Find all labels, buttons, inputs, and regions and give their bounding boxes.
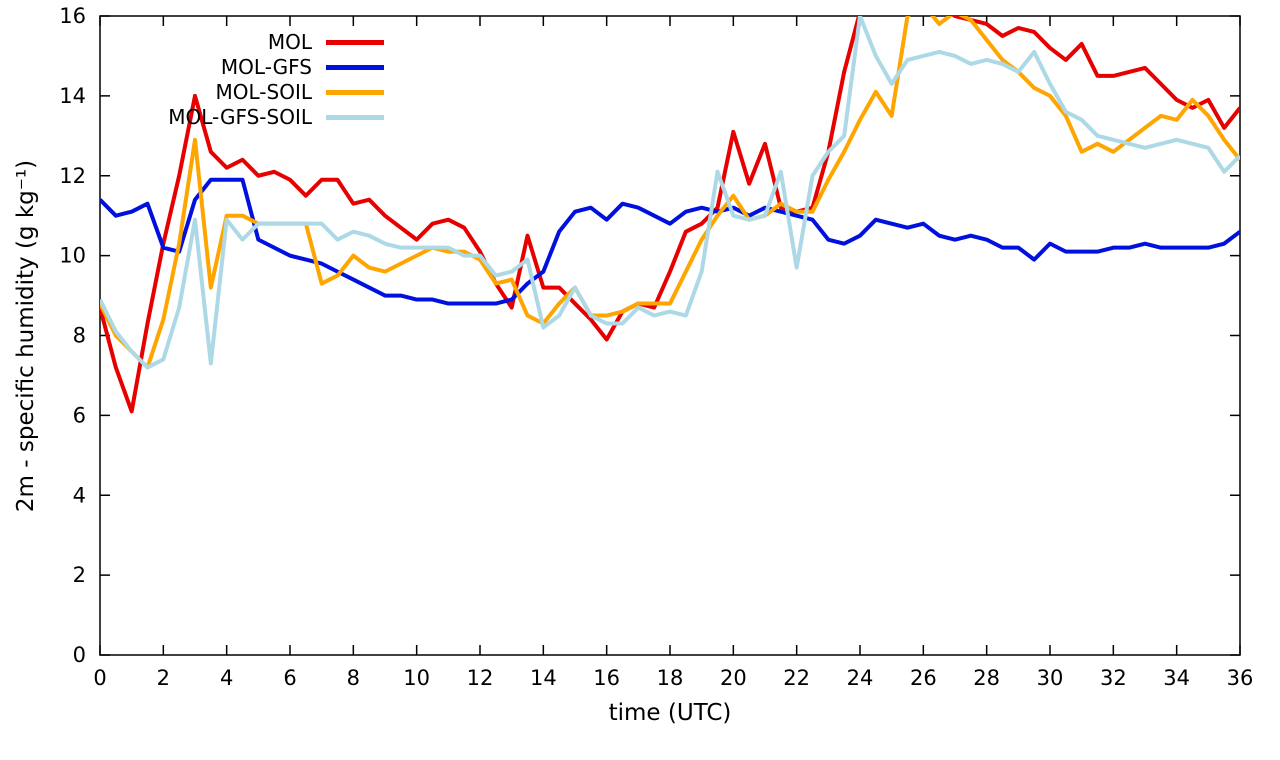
y-tick-label: 8 <box>73 324 86 348</box>
y-tick-label: 10 <box>59 244 86 268</box>
legend-line-sample-mol-soil <box>326 90 384 95</box>
y-axis-label: 2m - specific humidity (g kg⁻¹) <box>13 159 39 513</box>
legend-item-mol-gfs: MOL-GFS <box>108 55 384 80</box>
x-tick-label: 0 <box>93 666 106 690</box>
legend-label: MOL-GFS <box>220 55 312 79</box>
legend-label: MOL <box>267 30 312 54</box>
x-tick-label: 6 <box>283 666 296 690</box>
legend-item-mol: MOL <box>108 30 384 55</box>
x-tick-label: 20 <box>720 666 747 690</box>
tick-labels: 0 2 4 6 8 10 12 14 16 18 20 22 24 26 28 30 32 34 360246810… <box>59 4 1253 690</box>
y-tick-label: 2 <box>73 563 86 587</box>
x-tick-label: 28 <box>973 666 1000 690</box>
series-line-mol-gfs-soil <box>100 16 1240 370</box>
x-tick-label: 16 <box>593 666 620 690</box>
legend-line-sample-mol-gfs <box>326 65 384 70</box>
y-tick-label: 4 <box>73 483 86 507</box>
legend-line-sample-mol <box>326 40 384 45</box>
legend-item-mol-gfs-soil: MOL-GFS-SOIL <box>108 105 384 130</box>
x-tick-label: 4 <box>220 666 233 690</box>
x-tick-label: 14 <box>530 666 557 690</box>
series-line-mol-gfs <box>100 177 1240 306</box>
y-tick-label: 14 <box>59 84 86 108</box>
series-line-mol <box>100 16 1240 414</box>
x-tick-label: 8 <box>347 666 360 690</box>
y-tick-label: 0 <box>73 643 86 667</box>
legend-item-mol-soil: MOL-SOIL <box>108 80 384 105</box>
legend-label: MOL-SOIL <box>215 80 312 104</box>
x-tick-label: 12 <box>467 666 494 690</box>
x-axis-label: time (UTC) <box>608 700 732 726</box>
legend: MOL MOL-GFS MOL-SOIL MOL-GFS-SOIL <box>108 30 384 130</box>
x-tick-label: 26 <box>910 666 937 690</box>
legend-line-sample-mol-gfs-soil <box>326 115 384 120</box>
x-tick-label: 18 <box>657 666 684 690</box>
y-tick-label: 6 <box>73 403 86 427</box>
y-tick-label: 16 <box>59 4 86 28</box>
x-tick-label: 2 <box>157 666 170 690</box>
x-tick-label: 36 <box>1227 666 1254 690</box>
x-tick-label: 34 <box>1163 666 1190 690</box>
x-tick-label: 32 <box>1100 666 1127 690</box>
legend-label: MOL-GFS-SOIL <box>168 105 312 129</box>
x-tick-label: 10 <box>403 666 430 690</box>
y-tick-label: 12 <box>59 164 86 188</box>
x-tick-label: 22 <box>783 666 810 690</box>
axes <box>99 15 1241 656</box>
x-tick-label: 24 <box>847 666 874 690</box>
x-tick-label: 30 <box>1037 666 1064 690</box>
